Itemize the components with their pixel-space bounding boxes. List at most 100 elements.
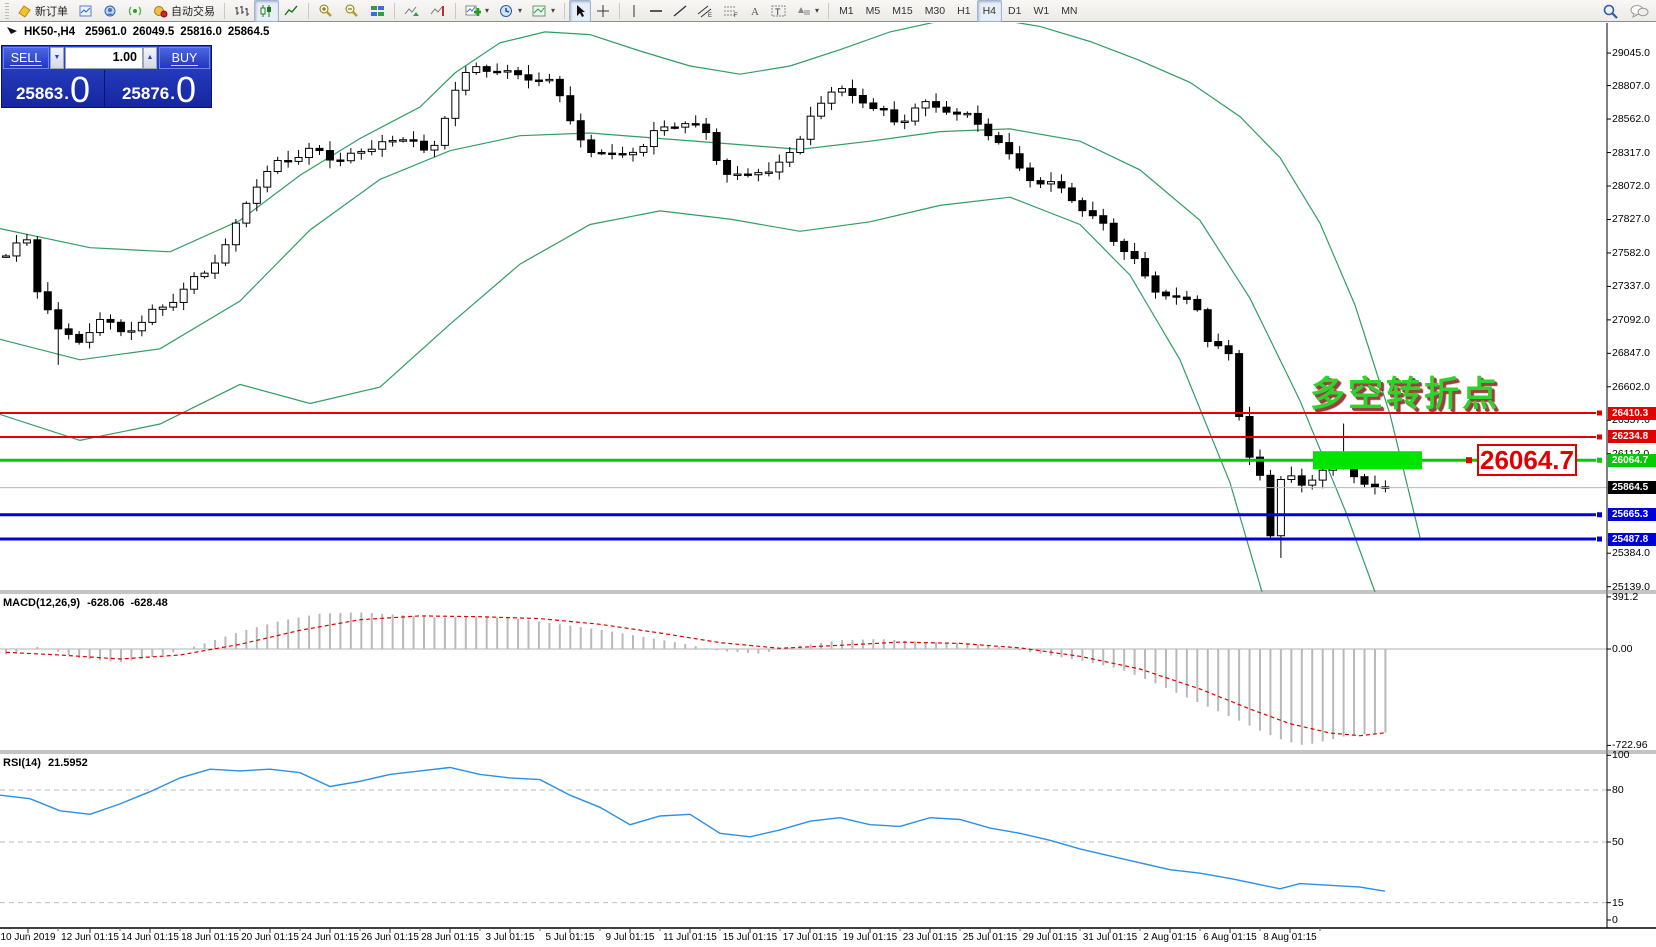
date-tick-label[interactable]: 31 Jul 01:15 xyxy=(1082,932,1138,943)
sell-button[interactable]: SELL xyxy=(3,47,49,69)
buy-price[interactable]: 25876. 0 xyxy=(121,69,197,110)
date-tick-label[interactable]: 29 Jul 01:15 xyxy=(1022,932,1078,943)
indicators-button[interactable]: ▾ xyxy=(460,0,494,22)
price-level-badge: 25665.3 xyxy=(1608,508,1656,522)
shapes-caret: ▾ xyxy=(815,6,820,15)
macd-tick-label: 0.00 xyxy=(1612,643,1633,655)
new-order-icon xyxy=(18,4,31,18)
date-tick-label[interactable]: 3 Jul 01:15 xyxy=(485,932,535,943)
vertical-line-icon xyxy=(633,4,635,17)
date-tick-label[interactable]: 20 Jun 01:15 xyxy=(241,932,299,943)
date-tick-label[interactable]: 14 Jun 01:15 xyxy=(121,932,179,943)
text-button[interactable]: A xyxy=(744,0,766,22)
date-tick-label[interactable]: 17 Jul 01:15 xyxy=(782,932,838,943)
equidistant-channel-button[interactable]: E xyxy=(692,0,718,22)
timeframe-m1[interactable]: M1 xyxy=(833,0,860,22)
buy-button[interactable]: BUY xyxy=(159,47,210,69)
date-tick-label[interactable]: 18 Jun 01:15 xyxy=(181,932,239,943)
chat-button[interactable] xyxy=(1624,0,1654,22)
terminal-button[interactable] xyxy=(73,0,98,22)
timeframe-mn-label: MN xyxy=(1061,4,1078,17)
timeframe-mn[interactable]: MN xyxy=(1055,0,1083,22)
indicators-icon xyxy=(465,5,481,16)
volume-input[interactable]: 1.00 xyxy=(65,47,143,69)
price-tick-label: 27092.0 xyxy=(1612,313,1650,326)
date-tick-label[interactable]: 23 Jul 01:15 xyxy=(902,932,958,943)
volume-up-button[interactable]: ▲ xyxy=(143,47,157,69)
timeframe-h4-label: H4 xyxy=(982,4,996,17)
periods-button[interactable]: ▾ xyxy=(494,0,527,22)
candlestick-chart-button[interactable] xyxy=(254,0,279,22)
turning-point-annotation[interactable]: 多空转折点 xyxy=(1310,375,1501,414)
date-tick-label[interactable]: 8 Aug 01:15 xyxy=(1263,932,1317,943)
symbol-period: HK50-,H4 xyxy=(24,26,76,38)
date-tick-label[interactable]: 6 Aug 01:15 xyxy=(1203,932,1257,943)
templates-button[interactable]: ▾ xyxy=(527,0,560,22)
shapes-button[interactable]: ▾ xyxy=(792,0,824,22)
zoom-in-button[interactable] xyxy=(313,0,339,22)
bar-chart-button[interactable] xyxy=(229,0,254,22)
trendline-button[interactable] xyxy=(668,0,692,22)
timeframe-w1-label: W1 xyxy=(1033,4,1050,17)
search-button[interactable] xyxy=(1597,0,1624,22)
auto-trading-button[interactable]: 自动交易 xyxy=(148,0,220,22)
chart-shift-button[interactable] xyxy=(425,0,451,22)
new-order-button[interactable]: 新订单 xyxy=(12,0,73,22)
timeframe-d1[interactable]: D1 xyxy=(1002,0,1027,22)
date-tick-label[interactable]: 10 Jun 2019 xyxy=(0,932,56,943)
date-tick-label[interactable]: 28 Jun 01:15 xyxy=(421,932,479,943)
timeframe-m5[interactable]: M5 xyxy=(860,0,887,22)
buy-price-main: 25876 xyxy=(121,84,170,103)
date-tick-label[interactable]: 15 Jul 01:15 xyxy=(722,932,778,943)
date-tick-label[interactable]: 25 Jul 01:15 xyxy=(962,932,1018,943)
timeframe-m30-label: M30 xyxy=(924,4,946,17)
rsi-tick-label: 50 xyxy=(1612,836,1624,848)
macd-signal-value: -628.48 xyxy=(130,597,168,609)
zoom-out-button[interactable] xyxy=(339,0,365,22)
volume-down-button[interactable]: ▼ xyxy=(50,47,64,69)
timeframe-m15[interactable]: M15 xyxy=(886,0,918,22)
crosshair-button[interactable] xyxy=(591,0,615,22)
market-watch-button[interactable] xyxy=(98,0,123,22)
date-tick-label[interactable]: 12 Jun 01:15 xyxy=(61,932,119,943)
vertical-line-button[interactable] xyxy=(624,0,644,22)
cursor-button[interactable] xyxy=(569,0,592,22)
buy-price-big-digit: 0 xyxy=(175,69,197,110)
price-callout[interactable]: 26064.7 xyxy=(1477,444,1577,476)
rsi-tick-label: 80 xyxy=(1612,784,1624,796)
date-tick-label[interactable]: 5 Jul 01:15 xyxy=(545,932,595,943)
templates-icon xyxy=(532,5,546,16)
price-tick-label: 28807.0 xyxy=(1612,79,1650,92)
timeframe-w1[interactable]: W1 xyxy=(1027,0,1055,22)
signals-button[interactable] xyxy=(123,0,148,22)
price-tick-label: 25384.0 xyxy=(1612,547,1650,560)
toolbar-grip[interactable] xyxy=(5,2,9,19)
price-level-badge: 26410.3 xyxy=(1608,406,1656,420)
date-tick-label[interactable]: 11 Jul 01:15 xyxy=(663,932,717,943)
fibonacci-button[interactable]: F xyxy=(718,0,744,22)
price-open: 25961.0 xyxy=(85,26,127,38)
indicators-caret: ▾ xyxy=(485,6,490,15)
toolbar: 新订单 自动交易 xyxy=(0,0,1656,22)
timeframe-h4[interactable]: H4 xyxy=(976,0,1002,22)
date-tick-label[interactable]: 2 Aug 01:15 xyxy=(1143,932,1197,943)
text-label-button[interactable]: T xyxy=(766,0,792,22)
tile-windows-button[interactable] xyxy=(365,0,390,22)
timeframe-m30[interactable]: M30 xyxy=(919,0,951,22)
date-tick-label[interactable]: 26 Jun 01:15 xyxy=(361,932,419,943)
sell-price[interactable]: 25863. 0 xyxy=(2,70,105,108)
timeframe-h1[interactable]: H1 xyxy=(951,0,976,22)
date-tick-label[interactable]: 24 Jun 01:15 xyxy=(301,932,359,943)
date-tick-label[interactable]: 9 Jul 01:15 xyxy=(605,932,655,943)
price-tick-label: 26602.0 xyxy=(1612,380,1650,393)
autoscroll-button[interactable] xyxy=(399,0,425,22)
horizontal-line-button[interactable] xyxy=(644,0,668,22)
date-tick-label[interactable]: 19 Jul 01:15 xyxy=(842,932,898,943)
macd-tick-label: 391.2 xyxy=(1612,590,1639,603)
line-chart-button[interactable] xyxy=(279,0,304,22)
fibonacci-icon: F xyxy=(724,6,738,18)
templates-caret: ▾ xyxy=(551,6,556,15)
candlestick-chart-icon xyxy=(260,4,271,17)
line-chart-icon xyxy=(284,5,298,15)
